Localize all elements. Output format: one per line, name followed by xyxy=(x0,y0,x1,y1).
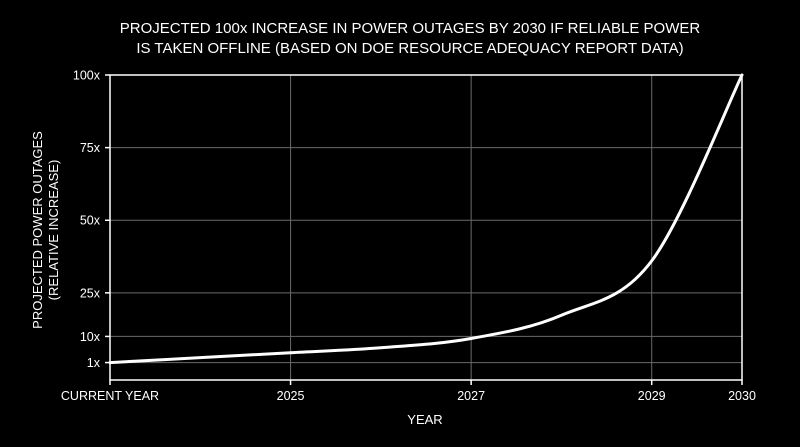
y-tick-label: 75x xyxy=(80,141,101,155)
series-group xyxy=(108,73,744,365)
chart-title-line-1: PROJECTED 100x INCREASE IN POWER OUTAGES… xyxy=(120,20,701,37)
chart-title: PROJECTED 100x INCREASE IN POWER OUTAGES… xyxy=(120,20,701,57)
x-tick-label: 2027 xyxy=(457,389,485,403)
y-tick-label: 10x xyxy=(80,330,101,344)
y-tick-label: 25x xyxy=(80,286,101,300)
x-tick-label: 2025 xyxy=(277,389,305,403)
x-tick-label: 2030 xyxy=(728,389,756,403)
plot-frame xyxy=(109,74,743,381)
x-tick-label: CURRENT YEAR xyxy=(61,389,159,403)
grid-lines xyxy=(109,74,743,380)
y-tick-label: 1x xyxy=(87,356,101,370)
y-tick-label: 100x xyxy=(73,69,101,83)
y-axis-label-line-1: PROJECTED POWER OUTAGES xyxy=(30,131,45,329)
chart-title-line-2: IS TAKEN OFFLINE (BASED ON DOE RESOURCE … xyxy=(136,40,683,57)
outage-series-line xyxy=(108,73,744,365)
y-axis-label: PROJECTED POWER OUTAGES (RELATIVE INCREA… xyxy=(30,131,61,329)
y-axis-label-line-2: (RELATIVE INCREASE) xyxy=(46,160,61,301)
x-tick-label: 2029 xyxy=(638,389,666,403)
y-tick-label: 50x xyxy=(80,214,101,228)
axis-ticks: CURRENT YEAR 2025 2027 2029 2030 1x 10x 25x 50x 7… xyxy=(61,69,756,404)
x-axis-label: YEAR xyxy=(407,412,442,427)
